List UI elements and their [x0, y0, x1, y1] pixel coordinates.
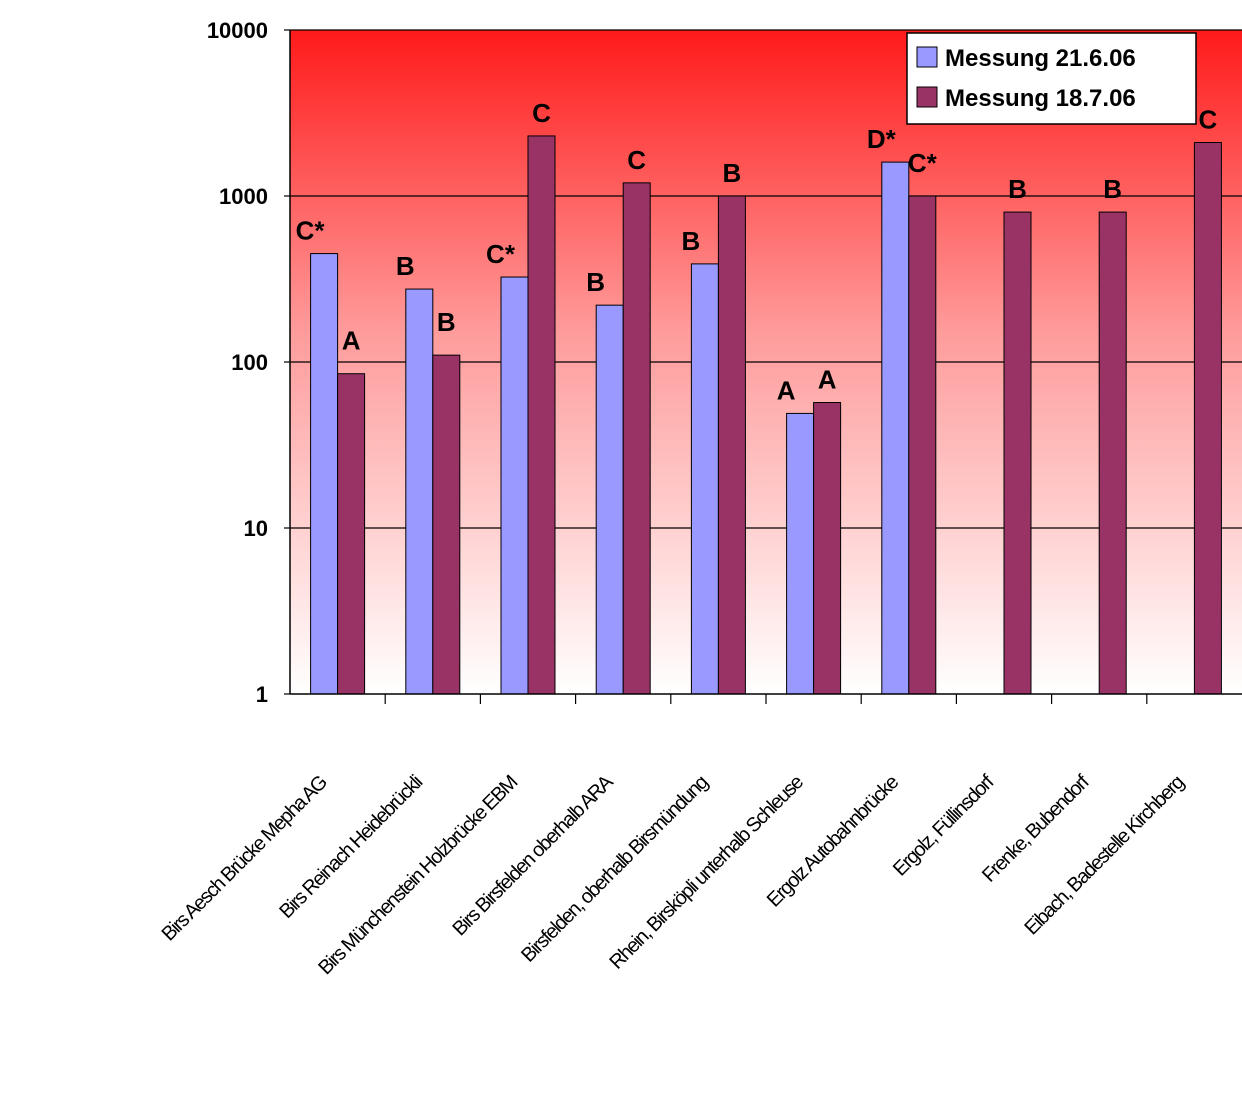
legend: Messung 21.6.06 Messung 18.7.06	[906, 32, 1197, 125]
bar-messung-18-7-06	[432, 354, 461, 695]
bar-messung-18-7-06	[1098, 211, 1127, 695]
data-label: B	[682, 226, 701, 256]
axes	[284, 29, 1242, 704]
data-label: B	[586, 267, 605, 297]
x-tick-label: Eibach, Badestelle Kirchberg	[1020, 772, 1188, 940]
legend-label: Messung 21.6.06	[945, 45, 1136, 72]
x-tick-label: Birs Münchenstein Holzbrücke EBM	[314, 771, 522, 979]
bar-messung-18-7-06	[1193, 142, 1222, 695]
y-tick-label: 1	[256, 682, 268, 707]
data-label: C*	[486, 239, 516, 269]
data-label: B	[1008, 174, 1027, 204]
bar-messung-18-7-06	[813, 402, 842, 695]
x-tick-label: Birs Aesch Brücke Mepha AG	[158, 771, 332, 945]
bar-messung-21-6-06	[595, 304, 624, 695]
y-tick-label: 100	[231, 350, 268, 375]
bar-messung-21-6-06	[310, 253, 339, 695]
bar-messung-18-7-06	[1003, 211, 1032, 695]
data-label: B	[396, 251, 415, 281]
data-label: A	[342, 326, 361, 356]
y-tick-labels: 1 10 100 1000 10000	[207, 18, 268, 707]
bar-messung-21-6-06	[690, 263, 719, 695]
x-tick-label: Birs Birsfelden oberhalb ARA	[448, 770, 618, 940]
y-tick-label: 1000	[219, 184, 268, 209]
data-label: C*	[296, 216, 326, 246]
x-tick-label: Rhein, Birsköpli unterhalb Schleuse	[605, 771, 808, 974]
bar-messung-18-7-06	[527, 135, 556, 695]
data-label: B	[723, 158, 742, 188]
legend-box	[906, 32, 1197, 125]
bar-messung-21-6-06	[500, 276, 529, 695]
x-tick-label: Birsfelden, oberhalb Birsmündung	[517, 772, 712, 967]
legend-swatch	[916, 46, 938, 68]
bar-messung-18-7-06	[908, 195, 937, 695]
data-label: B	[1103, 174, 1122, 204]
y-tick-label: 10	[244, 516, 268, 541]
bar-messung-21-6-06	[786, 412, 815, 695]
bar-messung-18-7-06	[622, 182, 651, 695]
data-label: C	[627, 145, 646, 175]
data-label: C*	[908, 148, 938, 178]
bar-messung-18-7-06	[337, 373, 366, 695]
y-tick-label: 10000	[207, 18, 268, 43]
bar-messung-21-6-06	[405, 288, 434, 695]
bar-messung-18-7-06	[717, 195, 746, 695]
data-label: D*	[867, 124, 897, 154]
x-tick-label: Ergolz, Füllinsdorf	[889, 771, 999, 881]
data-label: B	[437, 307, 456, 337]
data-label: C	[532, 98, 551, 128]
legend-swatch	[916, 86, 938, 108]
data-label: A	[777, 375, 796, 405]
legend-label: Messung 18.7.06	[945, 85, 1136, 112]
data-label: C	[1199, 105, 1218, 135]
data-label: A	[818, 365, 837, 395]
bar-messung-21-6-06	[881, 161, 910, 695]
bars	[310, 135, 1222, 695]
